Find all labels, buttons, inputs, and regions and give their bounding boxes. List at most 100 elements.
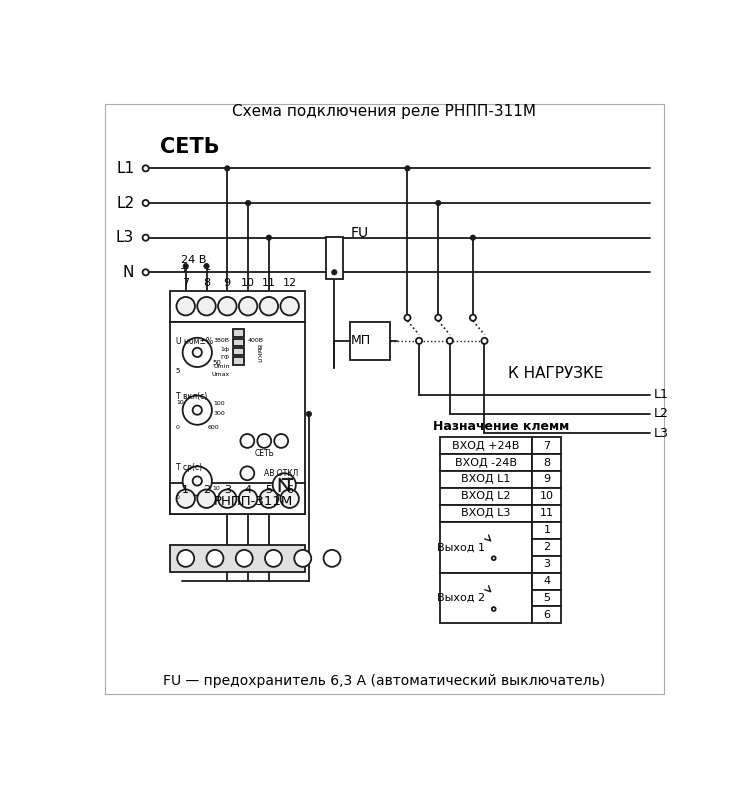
- Circle shape: [142, 165, 148, 172]
- Circle shape: [274, 434, 288, 448]
- Text: 7: 7: [182, 278, 189, 288]
- Circle shape: [176, 490, 195, 508]
- Text: АВ ОТКЛ: АВ ОТКЛ: [264, 469, 298, 478]
- Text: 300: 300: [214, 411, 225, 416]
- Bar: [532, 589, 562, 607]
- Text: FU: FU: [350, 226, 368, 240]
- Text: 4: 4: [244, 486, 252, 495]
- Text: 380В: 380В: [214, 338, 230, 343]
- Circle shape: [177, 550, 194, 567]
- Circle shape: [492, 607, 496, 611]
- Text: L3: L3: [654, 427, 669, 440]
- Circle shape: [435, 315, 441, 321]
- Circle shape: [238, 297, 257, 316]
- Text: 2: 2: [543, 542, 550, 552]
- Text: 1: 1: [543, 525, 550, 535]
- Text: 10: 10: [213, 486, 220, 491]
- Circle shape: [306, 412, 311, 416]
- Circle shape: [404, 315, 410, 321]
- Bar: [440, 454, 532, 471]
- Bar: [532, 607, 562, 623]
- Bar: [326, 237, 343, 279]
- Text: РНПП-311М: РНПП-311М: [214, 495, 293, 508]
- Text: ВХОД +24В: ВХОД +24В: [452, 441, 520, 451]
- Text: 7: 7: [543, 441, 550, 451]
- Text: 11: 11: [540, 508, 554, 519]
- Text: Выход 2: Выход 2: [437, 593, 485, 603]
- Text: 6: 6: [543, 610, 550, 620]
- Bar: [440, 437, 532, 454]
- Text: К НАГРУЗКЕ: К НАГРУЗКЕ: [508, 366, 603, 381]
- Text: -: -: [206, 264, 210, 274]
- Circle shape: [218, 297, 236, 316]
- Circle shape: [204, 264, 209, 269]
- Bar: [532, 437, 562, 454]
- Circle shape: [218, 490, 236, 508]
- Text: 24 В: 24 В: [181, 255, 206, 265]
- Circle shape: [470, 235, 476, 240]
- Bar: [233, 357, 244, 364]
- Bar: [170, 483, 305, 514]
- Text: 2: 2: [203, 486, 210, 495]
- Text: СЕТЬ: СЕТЬ: [254, 449, 274, 458]
- Circle shape: [183, 264, 188, 269]
- Bar: [170, 322, 305, 514]
- Text: 3: 3: [224, 486, 231, 495]
- Text: 1ф: 1ф: [220, 347, 230, 352]
- Circle shape: [142, 235, 148, 241]
- Circle shape: [273, 473, 296, 497]
- Text: ГФ: ГФ: [220, 355, 230, 360]
- Text: ВХОД L1: ВХОД L1: [461, 475, 511, 485]
- Circle shape: [142, 269, 148, 275]
- Text: 50: 50: [213, 360, 221, 366]
- Bar: [440, 488, 532, 504]
- Circle shape: [470, 315, 476, 321]
- Text: L1: L1: [116, 161, 134, 176]
- Circle shape: [183, 467, 212, 496]
- Circle shape: [224, 166, 230, 171]
- Bar: [532, 504, 562, 522]
- Bar: [170, 290, 305, 322]
- Bar: [233, 338, 244, 346]
- Text: 8: 8: [203, 278, 210, 288]
- Text: 12: 12: [283, 278, 297, 288]
- Text: ВЫКЛ: ВЫКЛ: [256, 345, 260, 364]
- Text: 400В: 400В: [248, 338, 264, 343]
- Circle shape: [280, 490, 299, 508]
- Bar: [532, 522, 562, 539]
- Text: ВХОД L3: ВХОД L3: [461, 508, 511, 519]
- Bar: [233, 348, 244, 356]
- Circle shape: [193, 348, 202, 357]
- Text: Umax: Umax: [211, 372, 230, 377]
- Text: Назначение клемм: Назначение клемм: [433, 419, 568, 433]
- Text: 1: 1: [182, 486, 189, 495]
- Text: 600: 600: [207, 424, 219, 430]
- Bar: [350, 322, 390, 360]
- Text: U ном±%: U ном±%: [176, 337, 214, 346]
- Circle shape: [241, 434, 254, 448]
- Circle shape: [280, 297, 299, 316]
- Text: 9: 9: [224, 278, 231, 288]
- Bar: [532, 471, 562, 488]
- Bar: [532, 488, 562, 504]
- Bar: [440, 471, 532, 488]
- Text: 11: 11: [262, 278, 276, 288]
- Text: L2: L2: [116, 195, 134, 210]
- Circle shape: [332, 270, 337, 275]
- Text: 100: 100: [214, 401, 225, 406]
- Circle shape: [405, 166, 410, 171]
- Text: 0: 0: [176, 496, 179, 501]
- Text: 0: 0: [176, 424, 179, 430]
- Bar: [532, 539, 562, 556]
- Text: L3: L3: [116, 230, 134, 246]
- Circle shape: [323, 550, 340, 567]
- Circle shape: [236, 550, 253, 567]
- Text: МП: МП: [350, 334, 370, 347]
- Bar: [532, 556, 562, 573]
- Text: 5: 5: [266, 486, 272, 495]
- Circle shape: [447, 338, 453, 344]
- Circle shape: [492, 556, 496, 560]
- Circle shape: [193, 405, 202, 415]
- Bar: [440, 504, 532, 522]
- Circle shape: [257, 434, 272, 448]
